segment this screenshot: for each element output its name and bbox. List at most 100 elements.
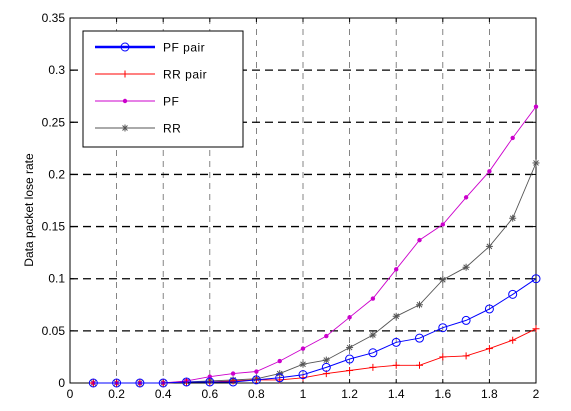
data-point-pf — [254, 369, 259, 374]
data-point-pf-pair — [531, 274, 541, 284]
legend-label: PF pair — [163, 41, 205, 55]
data-point-pf — [324, 333, 329, 339]
x-tick-label: 0.2 — [108, 387, 125, 401]
y-tick-label: 0.25 — [42, 115, 66, 129]
data-point-pf — [417, 237, 422, 243]
marker-stroke — [486, 243, 493, 250]
marker-stroke — [393, 313, 400, 320]
data-point-rr — [392, 312, 400, 320]
legend-entry-pf-pair: PF pair — [95, 41, 205, 55]
y-tick-label: 0.3 — [48, 63, 65, 77]
data-point-rr — [439, 276, 447, 284]
data-point-pf-pair — [438, 323, 448, 333]
series-pf-pair — [88, 274, 541, 388]
data-point-pf — [277, 358, 282, 364]
x-tick-label: 0.4 — [155, 387, 172, 401]
x-tick-label: 0 — [67, 387, 74, 401]
data-point-rr — [485, 242, 493, 250]
y-tick-label: 0.2 — [48, 167, 65, 181]
x-tick-label: 0.6 — [201, 387, 218, 401]
series-rr-pair — [89, 325, 540, 387]
data-point-pf-pair — [368, 348, 378, 358]
series-line-rr — [93, 162, 537, 384]
x-tick-label: 1.8 — [481, 387, 498, 401]
data-point-pf — [300, 346, 306, 351]
data-point-rr-pair — [416, 361, 423, 369]
legend-entry-pf: PF — [95, 95, 179, 109]
data-point-pf-pair — [508, 289, 518, 299]
data-point-rr-pair — [392, 361, 400, 369]
data-point-rr-pair — [229, 377, 237, 385]
marker-stroke — [323, 357, 330, 363]
data-point-pf — [463, 195, 469, 200]
marker-stroke — [346, 344, 353, 351]
legend-marker — [120, 42, 130, 52]
data-point-rr — [322, 356, 330, 364]
data-point-pf-pair — [112, 378, 122, 388]
data-point-rr — [532, 159, 540, 167]
data-point-rr — [369, 331, 377, 339]
data-point-pf — [440, 222, 445, 227]
marker-stroke — [533, 160, 539, 166]
y-axis-label: Data packet lose rate — [22, 153, 36, 267]
data-point-pf — [533, 104, 539, 109]
data-point-pf-pair — [321, 362, 331, 372]
series-rr — [89, 159, 540, 387]
data-point-pf-pair — [345, 354, 355, 364]
marker-stroke — [416, 301, 423, 308]
data-point-rr — [462, 263, 470, 271]
data-point-pf-pair — [461, 315, 471, 325]
marker-stroke — [122, 125, 128, 131]
data-point-rr-pair — [369, 363, 377, 371]
legend-marker — [122, 98, 128, 104]
data-point-rr — [416, 301, 423, 309]
series-line-pf-pair — [93, 278, 537, 384]
legend: PF pair RR pair PF RR — [82, 30, 244, 148]
legend-entry-rr: RR — [95, 122, 181, 136]
data-point-pf — [230, 371, 236, 376]
y-tick-label: 0.15 — [42, 220, 66, 234]
x-tick-label: 1.4 — [388, 387, 405, 401]
marker-stroke — [509, 215, 516, 222]
data-point-rr — [346, 344, 354, 352]
y-tick-label: 0.05 — [42, 324, 66, 338]
y-axis: 0 0.05 0.1 0.15 0.2 0.25 0.3 0.35 — [42, 11, 536, 390]
data-point-rr-pair — [462, 352, 470, 360]
x-tick-label: 2 — [533, 387, 540, 401]
marker-stroke — [370, 332, 376, 338]
data-point-rr — [299, 360, 307, 368]
data-point-pf — [394, 267, 399, 272]
legend-label: RR pair — [163, 68, 207, 82]
marker-stroke — [463, 264, 469, 271]
series-group — [88, 104, 541, 388]
data-point-pf — [370, 296, 376, 301]
marker-stroke — [300, 361, 306, 368]
data-point-rr-pair — [439, 353, 447, 361]
y-tick-label: 0 — [58, 376, 65, 390]
data-point-pf — [510, 135, 515, 141]
legend-marker — [121, 70, 129, 78]
data-point-rr-pair — [485, 345, 493, 353]
legend-label: RR — [163, 122, 181, 136]
legend-marker — [121, 124, 129, 132]
y-tick-label: 0.1 — [48, 272, 65, 286]
data-point-pf-pair — [275, 373, 285, 383]
y-tick-label: 0.35 — [42, 11, 66, 25]
x-tick-label: 1.6 — [434, 387, 451, 401]
data-point-pf-pair — [205, 377, 215, 387]
data-point-rr — [509, 214, 517, 222]
x-tick-label: 1 — [300, 387, 307, 401]
data-point-pf-pair — [415, 333, 424, 343]
x-axis: 0 0.2 0.4 0.6 0.8 1 1.2 1.4 1.6 1.8 2 — [67, 18, 540, 401]
series-line-pf — [93, 106, 537, 384]
x-tick-label: 0.8 — [248, 387, 265, 401]
data-point-pf-pair — [298, 370, 308, 380]
data-point-pf-pair — [158, 378, 168, 388]
x-tick-label: 1.2 — [341, 387, 358, 401]
data-point-pf-pair — [228, 377, 238, 387]
legend-entry-rr-pair: RR pair — [95, 68, 207, 82]
data-point-pf — [487, 169, 492, 174]
marker-stroke — [439, 276, 446, 283]
data-point-pf-pair — [251, 375, 261, 385]
